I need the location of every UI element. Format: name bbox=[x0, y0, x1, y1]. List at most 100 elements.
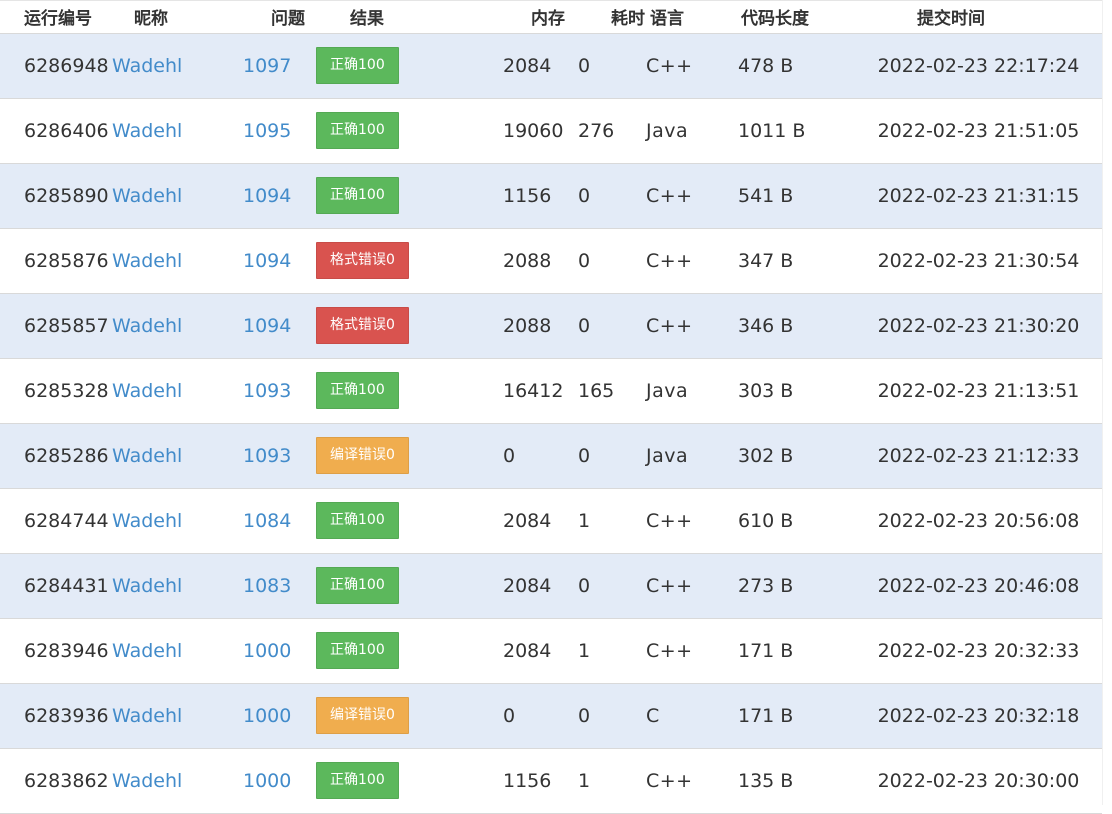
code-length-cell: 303 B bbox=[738, 357, 855, 423]
problem-link[interactable]: 1000 bbox=[237, 747, 316, 814]
result-cell: 正确100 bbox=[316, 617, 499, 683]
nickname-link[interactable]: Wadehl bbox=[106, 617, 237, 683]
nickname-link[interactable]: Wadehl bbox=[106, 357, 237, 423]
submit-time-cell: 2022-02-23 21:30:20 bbox=[855, 292, 1102, 358]
code-length-cell: 171 B bbox=[738, 682, 855, 748]
problem-link[interactable]: 1094 bbox=[237, 162, 316, 228]
result-cell: 正确100 bbox=[316, 552, 499, 618]
language-cell: C bbox=[646, 682, 738, 748]
nickname-link[interactable]: Wadehl bbox=[106, 292, 237, 358]
memory-cell: 16412 bbox=[499, 357, 578, 423]
memory-cell: 19060 bbox=[499, 97, 578, 163]
result-badge[interactable]: 正确100 bbox=[316, 177, 399, 214]
code-length-cell: 273 B bbox=[738, 552, 855, 618]
run-id-cell: 6285286 bbox=[0, 422, 109, 488]
submit-time-cell: 2022-02-23 21:13:51 bbox=[855, 357, 1102, 423]
header-result: 结果 bbox=[350, 9, 384, 29]
result-badge[interactable]: 正确100 bbox=[316, 567, 399, 604]
problem-link[interactable]: 1083 bbox=[237, 552, 316, 618]
run-id-cell: 6283946 bbox=[0, 617, 109, 683]
header-memory: 内存 bbox=[531, 9, 565, 29]
time-cell: 276 bbox=[578, 97, 646, 163]
header-time: 耗时 bbox=[611, 9, 645, 29]
result-cell: 正确100 bbox=[316, 357, 499, 423]
time-cell: 0 bbox=[578, 32, 646, 98]
result-badge[interactable]: 正确100 bbox=[316, 47, 399, 84]
problem-link[interactable]: 1093 bbox=[237, 357, 316, 423]
memory-cell: 0 bbox=[499, 422, 578, 488]
result-badge[interactable]: 正确100 bbox=[316, 632, 399, 669]
problem-link[interactable]: 1000 bbox=[237, 682, 316, 748]
problem-link[interactable]: 1097 bbox=[237, 32, 316, 98]
code-length-cell: 347 B bbox=[738, 227, 855, 293]
language-cell: Java bbox=[646, 357, 738, 423]
language-cell: C++ bbox=[646, 617, 738, 683]
code-length-cell: 610 B bbox=[738, 487, 855, 553]
language-cell: C++ bbox=[646, 162, 738, 228]
memory-cell: 2084 bbox=[499, 32, 578, 98]
nickname-link[interactable]: Wadehl bbox=[106, 747, 237, 814]
result-cell: 编译错误0 bbox=[316, 422, 499, 488]
code-length-cell: 478 B bbox=[738, 32, 855, 98]
submit-time-cell: 2022-02-23 20:32:18 bbox=[855, 682, 1102, 748]
result-badge[interactable]: 正确100 bbox=[316, 502, 399, 539]
language-cell: Java bbox=[646, 97, 738, 163]
submit-time-cell: 2022-02-23 21:51:05 bbox=[855, 97, 1102, 163]
problem-link[interactable]: 1000 bbox=[237, 617, 316, 683]
nickname-link[interactable]: Wadehl bbox=[106, 487, 237, 553]
scrollbar-track[interactable] bbox=[1102, 0, 1112, 805]
language-cell: C++ bbox=[646, 227, 738, 293]
problem-link[interactable]: 1095 bbox=[237, 97, 316, 163]
nickname-link[interactable]: Wadehl bbox=[106, 162, 237, 228]
top-divider bbox=[0, 0, 1102, 1]
result-badge[interactable]: 格式错误0 bbox=[316, 307, 409, 344]
table-row: 6285286 Wadehl 1093 编译错误0 0 0 Java 302 B 2022-02… bbox=[0, 422, 1102, 488]
table-row: 6283946 Wadehl 1000 正确100 2084 1 C++ 171 B 2022-… bbox=[0, 617, 1102, 683]
result-cell: 正确100 bbox=[316, 487, 499, 553]
header-submit-time: 提交时间 bbox=[917, 9, 985, 29]
nickname-link[interactable]: Wadehl bbox=[106, 227, 237, 293]
nickname-link[interactable]: Wadehl bbox=[106, 32, 237, 98]
problem-link[interactable]: 1094 bbox=[237, 227, 316, 293]
nickname-link[interactable]: Wadehl bbox=[106, 422, 237, 488]
language-cell: C++ bbox=[646, 552, 738, 618]
result-badge[interactable]: 正确100 bbox=[316, 762, 399, 799]
result-cell: 编译错误0 bbox=[316, 682, 499, 748]
run-id-cell: 6283936 bbox=[0, 682, 109, 748]
problem-link[interactable]: 1094 bbox=[237, 292, 316, 358]
nickname-link[interactable]: Wadehl bbox=[106, 552, 237, 618]
header-problem: 问题 bbox=[271, 9, 305, 29]
code-length-cell: 1011 B bbox=[738, 97, 855, 163]
submit-time-cell: 2022-02-23 20:46:08 bbox=[855, 552, 1102, 618]
time-cell: 0 bbox=[578, 552, 646, 618]
language-cell: C++ bbox=[646, 32, 738, 98]
run-id-cell: 6285857 bbox=[0, 292, 109, 358]
run-id-cell: 6284744 bbox=[0, 487, 109, 553]
result-cell: 正确100 bbox=[316, 162, 499, 228]
language-cell: C++ bbox=[646, 292, 738, 358]
submit-time-cell: 2022-02-23 20:56:08 bbox=[855, 487, 1102, 553]
table-header: 运行编号 昵称 问题 结果 内存 耗时 语言 代码长度 提交时间 bbox=[0, 0, 1102, 33]
run-id-cell: 6285876 bbox=[0, 227, 109, 293]
time-cell: 165 bbox=[578, 357, 646, 423]
result-badge[interactable]: 编译错误0 bbox=[316, 697, 409, 734]
result-badge[interactable]: 编译错误0 bbox=[316, 437, 409, 474]
time-cell: 0 bbox=[578, 227, 646, 293]
result-badge[interactable]: 正确100 bbox=[316, 372, 399, 409]
submit-time-cell: 2022-02-23 20:32:33 bbox=[855, 617, 1102, 683]
result-badge[interactable]: 格式错误0 bbox=[316, 242, 409, 279]
result-cell: 正确100 bbox=[316, 97, 499, 163]
nickname-link[interactable]: Wadehl bbox=[106, 682, 237, 748]
time-cell: 0 bbox=[578, 422, 646, 488]
table-row: 6283936 Wadehl 1000 编译错误0 0 0 C 171 B 2022-02-23… bbox=[0, 682, 1102, 748]
table-row: 6286406 Wadehl 1095 正确100 19060 276 Java 1011 B… bbox=[0, 97, 1102, 163]
problem-link[interactable]: 1093 bbox=[237, 422, 316, 488]
result-badge[interactable]: 正确100 bbox=[316, 112, 399, 149]
nickname-link[interactable]: Wadehl bbox=[106, 97, 237, 163]
run-id-cell: 6285890 bbox=[0, 162, 109, 228]
run-id-cell: 6286406 bbox=[0, 97, 109, 163]
result-cell: 格式错误0 bbox=[316, 227, 499, 293]
table-row: 6284431 Wadehl 1083 正确100 2084 0 C++ 273 B 2022-… bbox=[0, 552, 1102, 618]
problem-link[interactable]: 1084 bbox=[237, 487, 316, 553]
